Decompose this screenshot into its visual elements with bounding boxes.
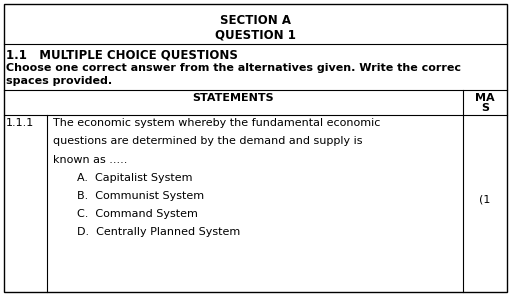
Text: (1: (1 xyxy=(479,195,491,205)
Text: Choose one correct answer from the alternatives given. Write the correc: Choose one correct answer from the alter… xyxy=(6,63,461,73)
Text: STATEMENTS: STATEMENTS xyxy=(193,93,274,103)
Text: B.  Communist System: B. Communist System xyxy=(77,191,204,201)
Text: 1.1   MULTIPLE CHOICE QUESTIONS: 1.1 MULTIPLE CHOICE QUESTIONS xyxy=(6,48,238,61)
Text: S: S xyxy=(481,103,489,113)
Text: questions are determined by the demand and supply is: questions are determined by the demand a… xyxy=(53,136,362,146)
Text: QUESTION 1: QUESTION 1 xyxy=(215,28,296,41)
Text: known as .....: known as ..... xyxy=(53,155,127,165)
Text: D.  Centrally Planned System: D. Centrally Planned System xyxy=(77,227,240,237)
Text: SECTION A: SECTION A xyxy=(220,14,291,27)
Text: A.  Capitalist System: A. Capitalist System xyxy=(77,173,193,183)
Text: MA: MA xyxy=(475,93,495,103)
Text: 1.1.1: 1.1.1 xyxy=(6,118,34,128)
Text: C.  Command System: C. Command System xyxy=(77,209,198,219)
Text: spaces provided.: spaces provided. xyxy=(6,76,112,86)
Text: The economic system whereby the fundamental economic: The economic system whereby the fundamen… xyxy=(53,118,380,128)
